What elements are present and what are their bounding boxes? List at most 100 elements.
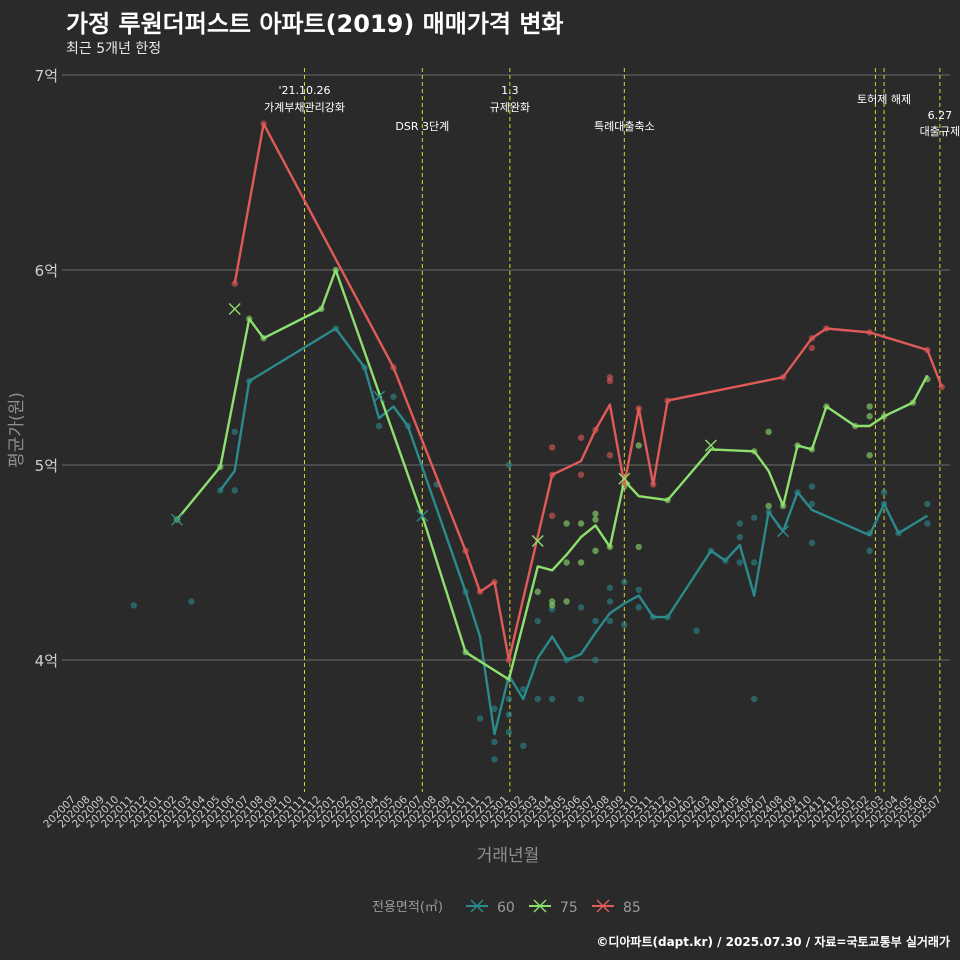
legend-cross — [596, 899, 610, 913]
data-point — [231, 487, 238, 494]
cross-marker — [777, 525, 790, 538]
data-point — [866, 413, 873, 420]
legend-item-60: 60 — [466, 899, 515, 916]
legend-label: 60 — [497, 900, 515, 916]
data-point — [751, 514, 758, 521]
cross-marker — [171, 513, 184, 526]
y-axis-title: 평균가(원) — [7, 392, 27, 468]
cross-stroke — [228, 303, 241, 315]
data-point — [577, 434, 585, 441]
data-point — [534, 588, 541, 595]
event-label: 가계부채관리강화 — [264, 101, 345, 114]
cross-stroke — [531, 535, 544, 548]
line-layer — [176, 122, 943, 736]
data-point — [577, 559, 585, 566]
series-line-60 — [219, 327, 929, 736]
legend-item-85: 85 — [592, 899, 641, 916]
data-point — [592, 510, 599, 517]
data-point — [751, 559, 758, 566]
data-point — [592, 617, 599, 625]
data-point — [505, 695, 513, 703]
legend: 전용면적(㎡) 60 75 85 — [372, 899, 641, 916]
data-point — [635, 604, 642, 611]
cross-stroke — [373, 390, 386, 403]
data-point — [635, 442, 642, 449]
y-tick-label: 4억 — [35, 652, 58, 670]
data-point — [130, 602, 137, 609]
y-tick-label: 7억 — [35, 67, 58, 85]
event-label: 1.3 — [501, 84, 519, 97]
legend-label: 75 — [560, 900, 578, 916]
legend-cross — [470, 899, 484, 913]
data-point — [693, 627, 700, 634]
data-point — [505, 461, 513, 469]
cross-stroke — [704, 439, 717, 452]
data-point — [491, 756, 498, 763]
data-point — [231, 428, 238, 436]
data-point — [736, 533, 743, 541]
data-point — [592, 547, 599, 554]
legend-title: 전용면적(㎡) — [372, 900, 443, 915]
data-point — [375, 422, 383, 430]
chart-title: 가정 루원더퍼스트 아파트(2019) 매매가격 변화 — [66, 10, 564, 38]
cross-marker — [618, 472, 631, 485]
event-label: 특례대출축소 — [594, 120, 655, 133]
cross-stroke — [777, 525, 790, 538]
event-label: '21.10.26 — [278, 84, 330, 97]
cross-layer — [171, 303, 790, 548]
data-point — [808, 500, 816, 508]
data-point — [548, 512, 556, 519]
y-tick-label: 5억 — [35, 457, 58, 475]
chart-subtitle: 최근 5개년 한정 — [66, 41, 162, 57]
cross-stroke — [171, 513, 184, 526]
data-point — [866, 452, 873, 459]
data-point — [736, 520, 743, 527]
event-label: DSR 3단계 — [395, 120, 449, 133]
data-point — [534, 617, 541, 625]
data-point — [491, 705, 498, 712]
data-point — [880, 489, 888, 496]
y-tick-label: 6억 — [35, 262, 58, 280]
data-point — [592, 516, 599, 523]
data-point — [751, 695, 758, 703]
data-point — [563, 598, 570, 605]
event-label: 규제완화 — [490, 101, 530, 114]
data-point — [534, 695, 541, 703]
cross-stroke — [618, 472, 631, 485]
data-point — [635, 586, 642, 593]
source-caption: ©디아파트(dapt.kr) / 2025.07.30 / 자료=국토교통부 실… — [596, 935, 950, 949]
legend-cross — [533, 899, 547, 913]
data-point — [621, 578, 628, 586]
data-point — [548, 695, 556, 703]
data-point — [765, 502, 772, 510]
event-label: 대출규제 — [920, 125, 960, 138]
data-point — [563, 520, 570, 527]
data-point — [505, 728, 513, 736]
data-point — [592, 656, 599, 664]
data-point — [808, 344, 816, 352]
data-point — [866, 403, 873, 410]
cross-marker — [228, 303, 241, 315]
data-point — [491, 738, 498, 746]
series-line-85 — [233, 122, 943, 662]
x-axis-title: 거래년월 — [477, 846, 540, 866]
data-point — [577, 604, 585, 611]
data-point — [505, 711, 513, 718]
data-point — [635, 543, 642, 551]
cross-stroke — [416, 509, 429, 522]
data-point — [188, 598, 195, 605]
series-line-75 — [176, 268, 929, 681]
data-point — [924, 500, 931, 508]
data-point — [577, 695, 585, 703]
data-point — [866, 547, 873, 554]
data-point — [606, 598, 614, 605]
grid-layer — [62, 74, 950, 661]
data-point — [606, 584, 614, 592]
data-point — [390, 393, 397, 400]
cross-marker — [704, 439, 717, 452]
data-point — [606, 377, 614, 385]
cross-marker — [531, 535, 544, 548]
legend-label: 85 — [623, 900, 641, 916]
